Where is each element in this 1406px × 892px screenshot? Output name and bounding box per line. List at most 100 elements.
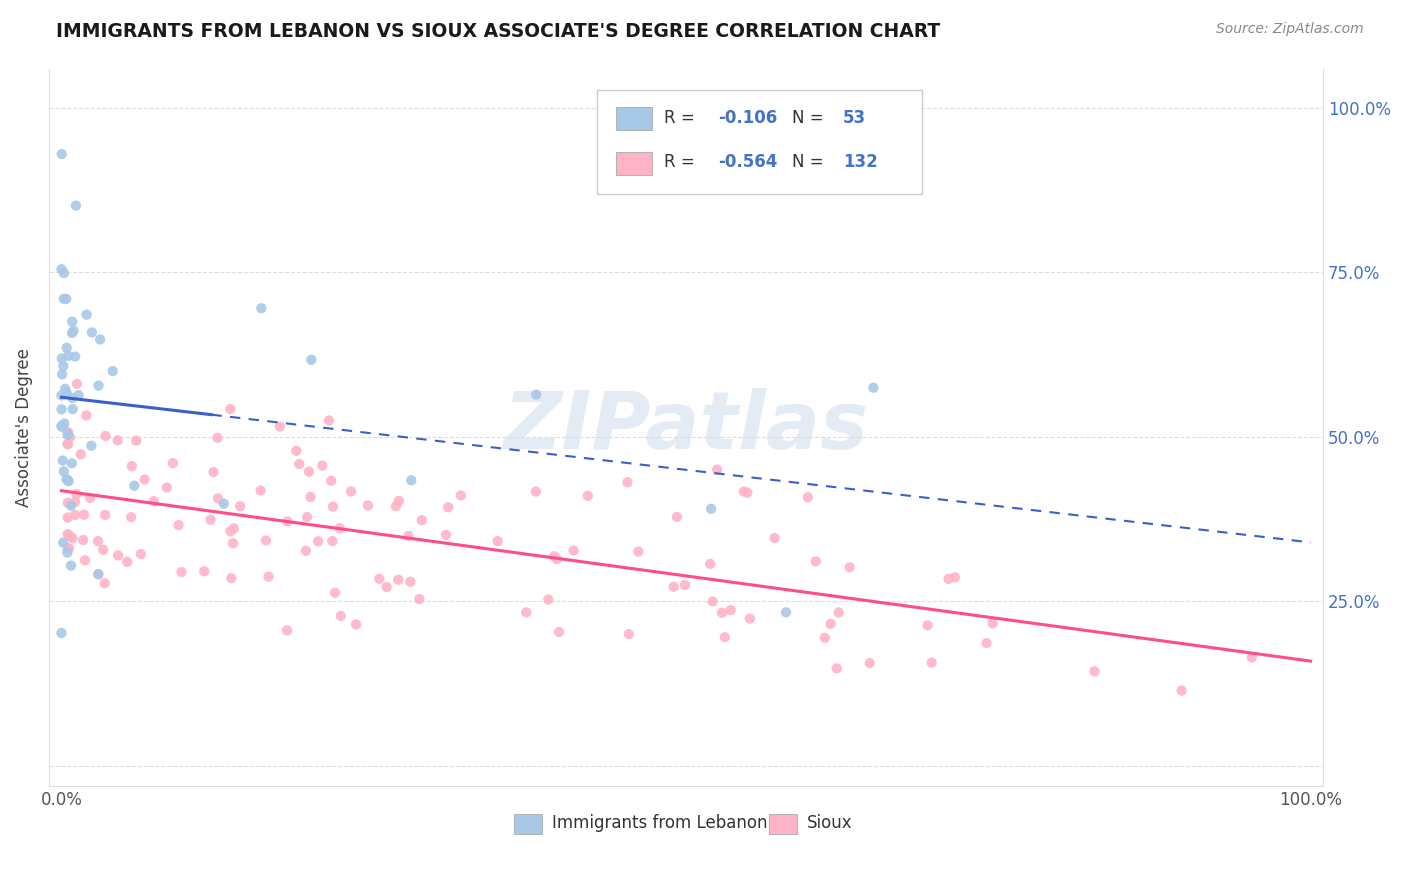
Point bbox=[87, 567, 110, 582]
Point bbox=[321, 474, 343, 488]
Point bbox=[700, 501, 723, 516]
Point bbox=[797, 490, 820, 504]
Point bbox=[94, 508, 117, 522]
Point bbox=[63, 495, 86, 509]
Text: 53: 53 bbox=[842, 109, 866, 127]
Point bbox=[62, 531, 84, 545]
Point bbox=[51, 626, 73, 640]
Text: -0.564: -0.564 bbox=[718, 153, 778, 171]
Point bbox=[51, 351, 73, 366]
Point bbox=[329, 608, 352, 623]
Point bbox=[51, 402, 73, 417]
Point bbox=[193, 564, 215, 578]
Point bbox=[60, 558, 83, 573]
Point bbox=[548, 624, 571, 639]
Point bbox=[55, 472, 77, 486]
Point bbox=[58, 427, 80, 442]
Point bbox=[72, 533, 94, 547]
Point bbox=[56, 437, 79, 451]
Point bbox=[299, 352, 322, 367]
Point bbox=[55, 292, 77, 306]
Text: ZIPatlas: ZIPatlas bbox=[503, 388, 869, 467]
Point bbox=[58, 474, 80, 488]
Point bbox=[437, 500, 460, 515]
Point bbox=[58, 529, 80, 543]
Point bbox=[399, 473, 422, 487]
Point bbox=[52, 359, 75, 373]
Point bbox=[981, 616, 1004, 631]
Point bbox=[702, 594, 724, 608]
Point bbox=[387, 573, 409, 587]
Point bbox=[56, 510, 79, 524]
Point bbox=[276, 515, 298, 529]
Point bbox=[288, 457, 311, 471]
Point bbox=[59, 430, 82, 444]
Point bbox=[321, 534, 343, 549]
Point bbox=[295, 510, 318, 524]
Text: 132: 132 bbox=[842, 153, 877, 171]
Bar bbox=[616, 152, 651, 175]
Point bbox=[838, 560, 860, 574]
Point bbox=[89, 333, 111, 347]
Point bbox=[285, 443, 308, 458]
Point bbox=[63, 350, 86, 364]
Point bbox=[55, 385, 77, 400]
Point bbox=[56, 425, 79, 440]
Point bbox=[53, 382, 76, 396]
Point bbox=[411, 513, 433, 527]
Bar bbox=[769, 814, 797, 834]
Point bbox=[298, 465, 321, 479]
Point bbox=[53, 417, 76, 431]
Point bbox=[706, 462, 728, 476]
FancyBboxPatch shape bbox=[598, 90, 922, 194]
Point bbox=[91, 542, 114, 557]
Point bbox=[814, 631, 837, 645]
Point bbox=[221, 571, 243, 585]
Point bbox=[56, 545, 79, 559]
Point bbox=[222, 536, 245, 550]
Point bbox=[56, 527, 79, 541]
Point bbox=[80, 439, 103, 453]
Point bbox=[56, 473, 79, 487]
Point bbox=[120, 510, 142, 524]
Point bbox=[52, 453, 75, 467]
Point bbox=[207, 491, 229, 506]
Point bbox=[276, 624, 298, 638]
Point bbox=[222, 521, 245, 535]
Point bbox=[711, 606, 734, 620]
Point bbox=[938, 572, 960, 586]
Point bbox=[627, 544, 650, 558]
Y-axis label: Associate's Degree: Associate's Degree bbox=[15, 348, 32, 507]
Point bbox=[65, 199, 87, 213]
Point bbox=[616, 475, 638, 490]
Point bbox=[340, 484, 363, 499]
Point bbox=[388, 494, 411, 508]
Point bbox=[357, 499, 380, 513]
Text: N =: N = bbox=[792, 109, 828, 127]
Bar bbox=[616, 107, 651, 130]
Text: R =: R = bbox=[665, 109, 700, 127]
Point bbox=[219, 524, 242, 539]
Point bbox=[562, 543, 585, 558]
Point bbox=[229, 499, 252, 513]
Point bbox=[63, 508, 86, 522]
Point bbox=[170, 565, 193, 579]
Point bbox=[322, 500, 344, 514]
Point bbox=[820, 616, 842, 631]
Point bbox=[202, 465, 225, 479]
Point bbox=[295, 543, 318, 558]
Point bbox=[65, 487, 87, 501]
Point bbox=[73, 508, 96, 522]
Point bbox=[576, 489, 599, 503]
Point bbox=[546, 552, 568, 566]
Point bbox=[69, 447, 91, 461]
Point bbox=[124, 479, 146, 493]
Point bbox=[56, 428, 79, 442]
Point bbox=[775, 606, 797, 620]
Point bbox=[399, 574, 422, 589]
Point bbox=[60, 456, 83, 470]
Point bbox=[720, 603, 742, 617]
Point bbox=[733, 484, 755, 499]
Text: IMMIGRANTS FROM LEBANON VS SIOUX ASSOCIATE'S DEGREE CORRELATION CHART: IMMIGRANTS FROM LEBANON VS SIOUX ASSOCIA… bbox=[56, 22, 941, 41]
Point bbox=[60, 499, 83, 513]
